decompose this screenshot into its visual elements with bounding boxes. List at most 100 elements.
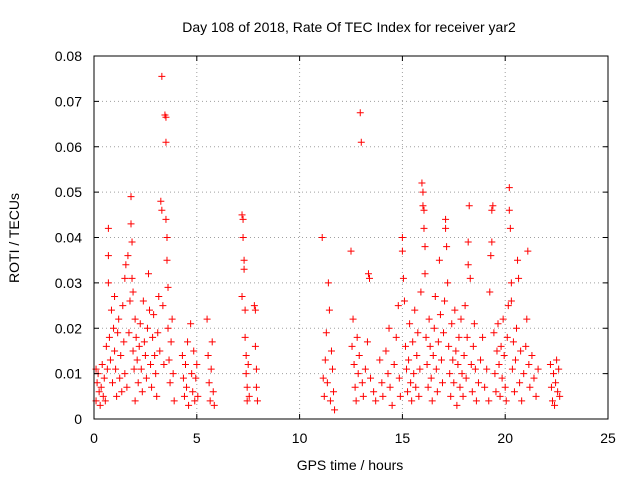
data-point (149, 333, 157, 341)
data-point (250, 302, 258, 310)
data-point (505, 206, 513, 214)
data-point (143, 324, 151, 332)
data-point (133, 356, 141, 364)
data-point (162, 113, 170, 121)
data-point (452, 347, 460, 355)
data-point (444, 279, 452, 287)
data-point (442, 224, 450, 232)
data-point (517, 347, 525, 355)
data-point (385, 324, 393, 332)
data-point (400, 297, 408, 305)
data-point (119, 302, 127, 310)
data-point (552, 379, 560, 387)
y-tick-label: 0.07 (55, 93, 82, 109)
data-point (404, 388, 412, 396)
data-point (322, 329, 330, 337)
data-point (185, 401, 193, 409)
data-point (114, 329, 122, 337)
data-point (204, 351, 212, 359)
data-point (99, 392, 107, 400)
data-point (127, 193, 135, 201)
data-point (367, 374, 375, 382)
data-point (151, 351, 159, 359)
data-point (163, 256, 171, 264)
data-point (208, 338, 216, 346)
data-point (428, 397, 436, 405)
data-point (525, 361, 533, 369)
y-axis-label: ROTI / TECUs (6, 193, 22, 283)
data-point (132, 333, 140, 341)
data-point (188, 370, 196, 378)
data-point (93, 379, 101, 387)
data-point (106, 356, 114, 364)
data-point (489, 202, 497, 210)
data-point (141, 351, 149, 359)
data-point (486, 288, 494, 296)
data-point (442, 215, 450, 223)
data-point (158, 72, 166, 80)
data-point (412, 383, 420, 391)
data-point (436, 311, 444, 319)
data-point (547, 383, 555, 391)
data-point (203, 315, 211, 323)
data-point (403, 365, 411, 373)
data-point (426, 342, 434, 350)
data-point (348, 342, 356, 350)
data-point (243, 383, 251, 391)
data-point (129, 288, 137, 296)
data-point (454, 361, 462, 369)
data-point (323, 379, 331, 387)
data-point (157, 197, 165, 205)
data-point (506, 224, 514, 232)
data-point (492, 388, 500, 396)
data-point (468, 388, 476, 396)
data-point (493, 347, 501, 355)
data-point (386, 383, 394, 391)
data-point (447, 392, 455, 400)
data-point (435, 256, 443, 264)
data-point (507, 279, 515, 287)
data-point (252, 365, 260, 373)
data-point (242, 351, 250, 359)
data-point (179, 374, 187, 382)
data-point (252, 383, 260, 391)
data-point (398, 247, 406, 255)
data-point (455, 333, 463, 341)
data-point (497, 342, 505, 350)
data-point (524, 247, 532, 255)
data-point (479, 333, 487, 341)
data-point (135, 342, 143, 350)
data-point (110, 324, 118, 332)
data-point (422, 333, 430, 341)
data-point (414, 329, 422, 337)
data-point (423, 361, 431, 369)
data-point (105, 333, 113, 341)
data-point (321, 356, 329, 364)
data-point (140, 338, 148, 346)
data-point (134, 379, 142, 387)
data-point (116, 374, 124, 382)
data-point (500, 351, 508, 359)
data-point (170, 397, 178, 405)
data-point (459, 392, 467, 400)
data-point (483, 365, 491, 373)
data-point (320, 392, 328, 400)
data-point (136, 320, 144, 328)
data-point (124, 252, 132, 260)
data-point (372, 397, 380, 405)
data-point (187, 320, 195, 328)
data-point (401, 342, 409, 350)
data-point (424, 383, 432, 391)
data-point (125, 329, 133, 337)
data-point (408, 397, 416, 405)
y-tick-label: 0.08 (55, 48, 82, 64)
data-point (417, 288, 425, 296)
ticks: 0 5 10 15 20 25 0 0.01 0.02 0.03 0.04 0.05 0.06 0.07 0… (55, 48, 616, 446)
data-point (548, 397, 556, 405)
data-point (458, 370, 466, 378)
data-point (461, 302, 469, 310)
data-point (359, 392, 367, 400)
data-point (358, 379, 366, 387)
data-point (156, 347, 164, 355)
